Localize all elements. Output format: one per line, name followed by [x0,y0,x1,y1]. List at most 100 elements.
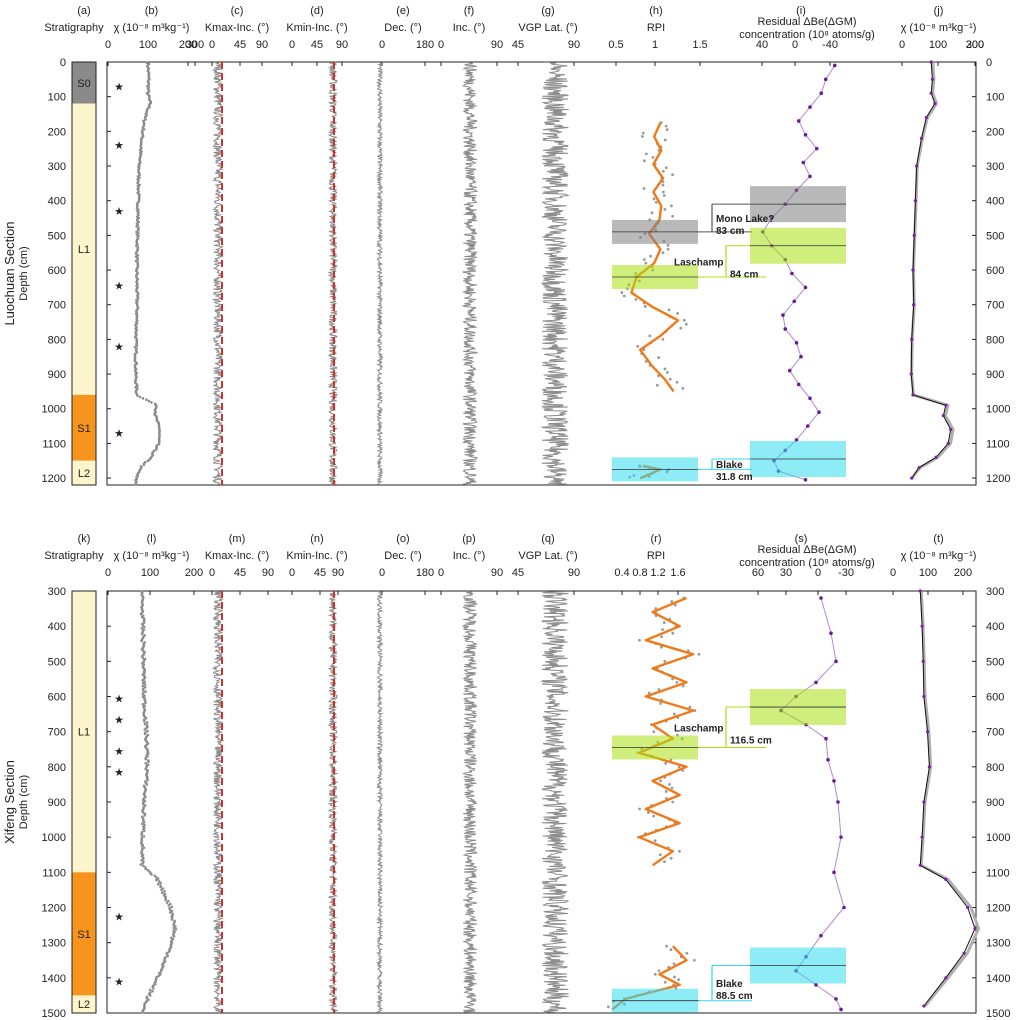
sec1-chi-point [141,684,145,688]
sec1-be-point [834,659,838,664]
sec0-chi-point [134,259,138,263]
sec0-be-point [801,160,806,165]
sec1-chi-point [144,767,147,771]
sec1-kmin-inc-line [327,590,339,1013]
sec1-chi-point [167,904,171,907]
sec1-chi-point [159,881,162,885]
sec1-chi-point [140,632,144,636]
sec0-be-point [808,396,812,401]
sec0-chi-purple-point [909,372,913,376]
sec1-chi-point [144,757,148,761]
sec1-ytick-label-right: 1500 [986,1008,1010,1020]
sec0-rpi-point [622,294,626,298]
sec1-rpi-point [673,975,676,979]
sec0-strat-unit-L1 [72,103,96,395]
sec1-rpi-point [670,786,674,790]
sec0-chi-point [135,351,139,354]
sec1-panel-letter: (r) [651,533,662,545]
sec1-chi-point [144,867,148,871]
sec0-panel-tick-label: 0 [899,39,905,51]
sec0-dec-line [375,61,384,486]
sec1-rpi-point [646,811,650,814]
sec0-strat-header: Stratigraphy [44,22,104,34]
sec0-rpi-point [664,166,668,170]
sec0-rpi-point [642,159,646,163]
sec0-strat-frame [71,61,97,486]
sec1-panel-title: Kmin-Inc. (°) [286,550,347,562]
sec0-strat-label-L1: L1 [78,244,90,256]
sec1-be-point [836,800,840,804]
sec1-panel-tick-label: 0 [289,567,295,579]
sec1-event-offset: 116.5 cm [730,735,772,746]
sec1-chi-point [142,625,146,629]
sec1-panel-tick-label: 200 [185,567,203,579]
sec0-be-point [796,382,801,387]
sec1-rpi-point [681,684,685,688]
sec1-panel-title: χ (10⁻⁸ m³kg⁻¹) [901,550,977,562]
sec1-chi-purple-point [922,800,926,804]
sec0-chi-purple-point [941,414,945,418]
sec1-strat-label-L1: L1 [78,727,90,739]
sec1-chi-grey-curve [919,590,981,1007]
sec1-chi-purple-point [944,976,948,980]
sec1-chi-purple-point [944,877,948,881]
sec0-be-point [805,424,810,428]
sec1-be-point [832,779,836,783]
sec0-chi-purple-point [944,403,948,407]
sec1-chi-point [165,901,169,904]
sec1-rpi-point [685,951,689,955]
sec0-panel-title: Inc. (°) [453,22,486,34]
sec0-rpi-point [668,377,672,381]
sec0-ytick-label-left: 900 [48,369,66,381]
sec0-ytick-label-right: 800 [986,334,1004,346]
sec1-chi-point [155,878,158,882]
sec0-panel-title: VGP Lat. (°) [518,22,577,34]
sec0-chi-point [134,385,137,389]
sec1-chi-point [140,615,144,619]
sec1-strat-frame [71,590,97,1014]
sec1-panel-tick-label: 180 [416,567,434,579]
sec0-ytick-label-left: 800 [48,334,66,346]
sec1-ytick-label-left: 500 [48,656,66,668]
sec1-be-point [814,680,818,685]
sec1-chi-point [148,988,152,992]
sec0-chi-purple-point [930,77,935,81]
sec0-chi-point [154,448,158,451]
sec1-be-point [834,997,838,1001]
sec0-ytick-label-right: 1000 [986,404,1010,416]
sec1-strat-unit-S1 [72,872,96,996]
sec0-chi-point [141,397,145,400]
sec1-ytick-label-left: 1000 [42,832,66,844]
sec1-sample-star-icon: ★ [114,746,124,758]
sec1-strat-letter: (k) [78,533,91,545]
sec0-chi-purple-point [911,393,915,397]
sec0-rpi-point [682,318,686,322]
sec1-panel-tick-label: 45 [314,567,326,579]
sec1-rpi-point [662,621,666,625]
sec0-panel-tick-label: 45 [311,39,323,51]
sec1-chi-point [141,1010,145,1014]
sec0-chi-point [136,394,139,397]
sec0-chi-grey-curve [910,61,955,479]
sec0-rpi-point [664,124,668,128]
sec0-rpi-curve [630,122,680,393]
sec1-chi-point [142,835,146,838]
sec0-panel-tick-label: 90 [568,39,580,51]
sec1-ytick-label-right: 1100 [986,867,1010,879]
sec0-ytick-label-left: 200 [48,126,66,138]
sec0-chi-purple-point [929,60,933,64]
sec0-chi-point [135,225,138,228]
sec0-rpi-point [641,135,644,138]
sec1-chi-point [146,778,149,782]
sec0-rpi-point [661,183,665,187]
sec0-ytick-label-left: 100 [48,92,66,104]
sec1-chi-purple-point [920,624,924,628]
sec1-be-point [829,631,833,635]
sec0-chi-point [135,344,139,347]
sec0-rpi-point [642,187,646,190]
sec1-ytick-label-left: 900 [48,797,66,809]
sec1-panel-title: Dec. (°) [384,550,421,562]
sec0-chi-purple-point [910,337,914,341]
sec0-chi-purple-point [910,476,914,480]
